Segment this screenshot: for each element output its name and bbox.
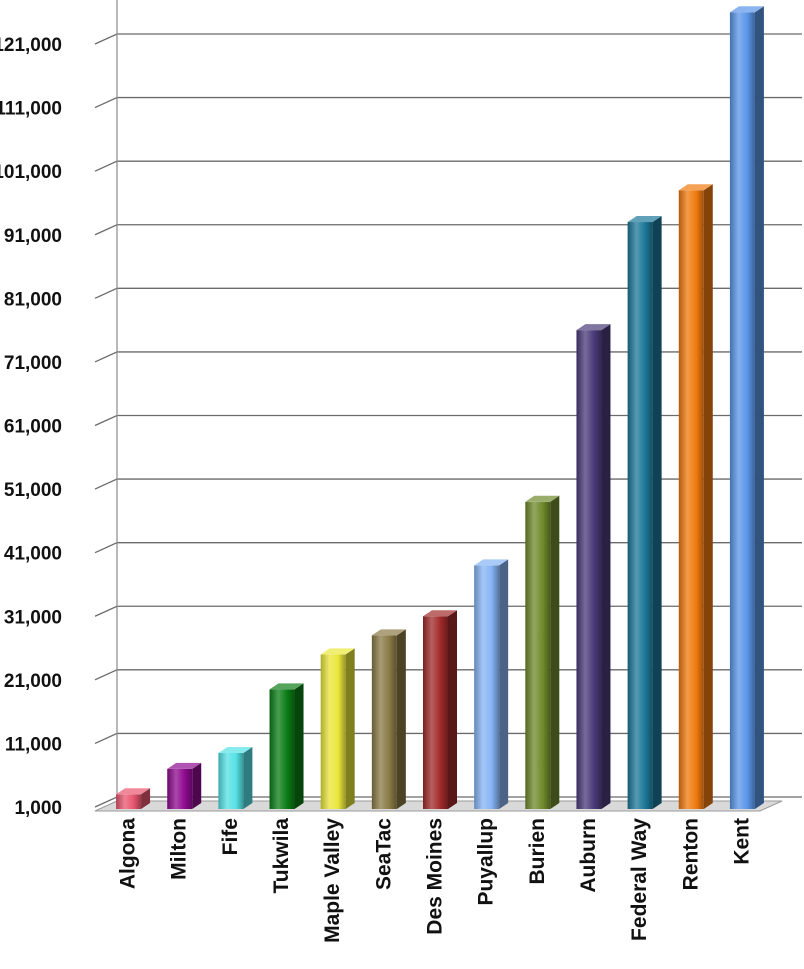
x-tick-label: Auburn [577, 818, 600, 893]
bar-des-moines [423, 610, 457, 809]
bar-kent [729, 6, 764, 810]
bar-algona [116, 788, 151, 809]
gridline [94, 160, 802, 172]
y-tick-label: 41,000 [4, 544, 62, 565]
bar-fife [218, 746, 253, 809]
y-tick-label: 121,000 [0, 35, 62, 56]
bar-renton [678, 184, 713, 809]
bar-auburn [576, 324, 611, 809]
x-axis-ticks: Algona Milton Fife Tukwila Maple Valley SeaTa… [117, 818, 754, 943]
y-tick-label: 1,000 [14, 798, 62, 819]
x-tick-label: Puyallup [475, 818, 498, 906]
grid-layer [94, 0, 802, 812]
y-tick-label: 71,000 [4, 353, 62, 374]
bar-burien [525, 495, 560, 809]
bar-tukwila [269, 683, 304, 809]
y-tick-label: 21,000 [4, 671, 62, 692]
x-tick-label: Maple Valley [321, 818, 344, 943]
y-tick-label: 31,000 [4, 607, 62, 628]
x-tick-label: Des Moines [424, 818, 447, 935]
gridline [94, 96, 802, 109]
bar-milton [167, 762, 202, 809]
y-tick-label: 111,000 [0, 99, 62, 120]
y-tick-label: 61,000 [4, 417, 62, 438]
bars [116, 6, 764, 810]
bar-maple-valley [320, 648, 355, 809]
x-tick-label: SeaTac [372, 818, 395, 890]
bar-seatac [371, 629, 406, 809]
y-tick-label: 81,000 [4, 289, 62, 310]
x-tick-label: Milton [168, 818, 191, 880]
x-tick-label: Burien [526, 818, 549, 885]
bar-puyallup [474, 559, 509, 809]
bar-federal-way [627, 216, 662, 810]
x-tick-label: Tukwila [270, 818, 293, 894]
y-axis-ticks: 1,000 11,000 21,000 31,000 41,000 51,000 61,00… [0, 35, 62, 819]
y-tick-label: 91,000 [4, 226, 62, 247]
x-tick-label: Kent [730, 818, 753, 865]
y-tick-label: 11,000 [5, 734, 62, 755]
x-tick-label: Algona [117, 818, 140, 889]
y-tick-label: 51,000 [4, 480, 62, 501]
x-tick-label: Renton [679, 818, 702, 890]
x-tick-label: Fife [219, 818, 242, 855]
gridline [94, 33, 802, 45]
x-tick-label: Federal Way [628, 818, 651, 941]
y-tick-label: 101,000 [0, 162, 62, 183]
